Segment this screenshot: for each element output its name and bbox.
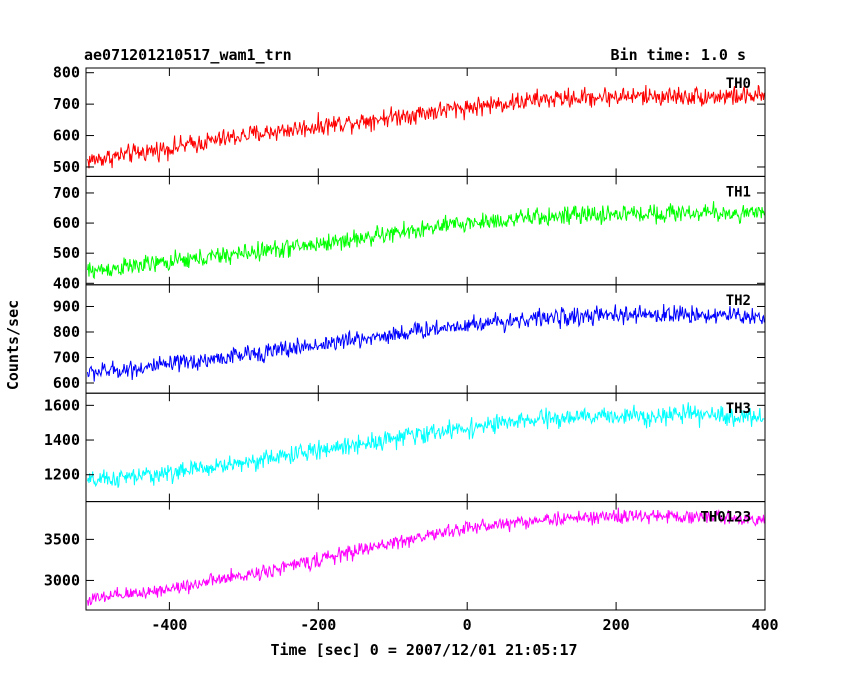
panel-frame xyxy=(85,501,766,611)
panel-label: TH0123 xyxy=(700,510,751,526)
x-axis-title: Time [sec] 0 = 2007/12/01 21:05:17 xyxy=(270,641,577,659)
panel-frame xyxy=(85,284,766,394)
y-tick-label: 700 xyxy=(53,95,80,113)
y-tick-label: 1200 xyxy=(44,466,80,484)
series-line-th2 xyxy=(87,303,765,382)
y-tick-label: 3500 xyxy=(44,530,80,548)
series-line-th0 xyxy=(87,84,765,169)
y-tick-label: 3000 xyxy=(44,571,80,589)
chart-title: ae071201210517_wam1_trn xyxy=(84,46,292,64)
y-tick-label: 600 xyxy=(53,374,80,392)
x-tick-label: 0 xyxy=(463,616,472,634)
panel-label: TH0 xyxy=(726,76,751,92)
panel-th3: 1200 1400 1600 TH3 xyxy=(44,392,766,503)
series-line-th0123 xyxy=(87,507,765,606)
x-tick-label: 400 xyxy=(751,616,778,634)
bin-time-label: Bin time: 1.0 s xyxy=(611,46,746,64)
y-tick-label: 1600 xyxy=(44,396,80,414)
panels-group: 500 600 700 800 TH0 400 500 600 700 TH1 600 700 800 9… xyxy=(44,64,766,611)
y-axis-title: Counts/sec xyxy=(4,300,22,390)
x-tick-label: -400 xyxy=(151,616,187,634)
panel-frame xyxy=(85,67,766,177)
y-tick-label: 600 xyxy=(53,214,80,232)
y-tick-label: 1400 xyxy=(44,431,80,449)
y-tick-label: 600 xyxy=(53,127,80,145)
y-tick-label: 800 xyxy=(53,64,80,82)
panel-th1: 400 500 600 700 TH1 xyxy=(53,175,766,292)
series-line-th1 xyxy=(87,201,765,280)
panel-label: TH1 xyxy=(726,184,751,200)
panel-label: TH3 xyxy=(726,401,751,417)
y-tick-label: 700 xyxy=(53,348,80,366)
y-tick-label: 900 xyxy=(53,297,80,315)
panel-th0123: 3000 3500 TH0123 xyxy=(44,501,766,611)
panel-th0: 500 600 700 800 TH0 xyxy=(53,64,766,177)
y-tick-label: 700 xyxy=(53,184,80,202)
x-tick-label: 200 xyxy=(603,616,630,634)
x-tick-label: -200 xyxy=(300,616,336,634)
y-tick-label: 400 xyxy=(53,274,80,292)
panel-frame xyxy=(85,175,766,286)
y-tick-label: 800 xyxy=(53,323,80,341)
y-tick-label: 500 xyxy=(53,158,80,176)
series-line-th3 xyxy=(87,402,765,488)
panel-th2: 600 700 800 900 TH2 xyxy=(53,284,766,394)
x-axis: -400 -200 0 200 400 xyxy=(151,616,778,634)
panel-label: TH2 xyxy=(726,293,751,309)
y-tick-label: 500 xyxy=(53,244,80,262)
